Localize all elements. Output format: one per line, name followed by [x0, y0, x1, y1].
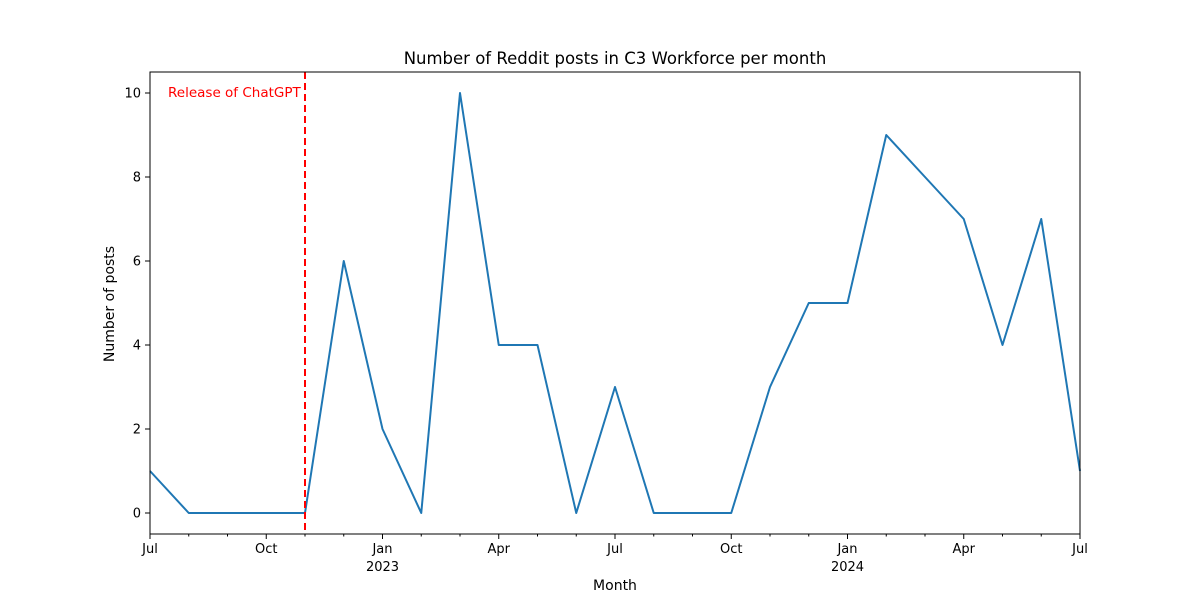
x-axis-title: Month	[593, 578, 637, 594]
x-tick-label: Apr	[488, 542, 511, 557]
y-tick-label: 10	[124, 87, 141, 102]
y-tick-label: 8	[133, 171, 141, 186]
y-axis: 0 2 4 6 8 10	[124, 87, 150, 522]
y-tick-label: 4	[133, 339, 141, 354]
plot-area	[149, 71, 1081, 535]
y-tick-label: 6	[133, 255, 141, 270]
x-tick-label: Jan	[371, 542, 392, 557]
y-axis-title: Number of posts	[102, 246, 118, 362]
y-tick-label: 2	[133, 423, 141, 438]
x-tick-label: Jan	[836, 542, 857, 557]
x-tick-label: Jul	[141, 542, 158, 557]
x-tick-year-label: 2024	[831, 560, 864, 575]
x-axis: Jul Oct Jan 2023 Apr Jul Oct Jan 2024 Apr Jul	[141, 534, 1088, 575]
y-tick-label: 0	[133, 507, 141, 522]
plot-frame	[149, 71, 1081, 535]
x-tick-label: Oct	[720, 542, 742, 557]
x-tick-label: Oct	[255, 542, 277, 557]
x-tick-label: Jul	[1071, 542, 1088, 557]
x-tick-year-label: 2023	[366, 560, 399, 575]
x-tick-label: Jul	[606, 542, 623, 557]
chart-title: Number of Reddit posts in C3 Workforce p…	[404, 49, 827, 68]
chatgpt-release-label: Release of ChatGPT	[168, 85, 301, 101]
series-line-0	[149, 92, 1081, 514]
x-tick-label: Apr	[953, 542, 976, 557]
